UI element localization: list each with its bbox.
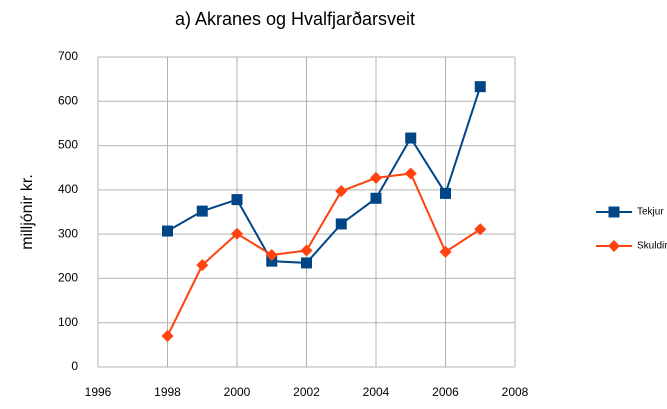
data-point [440, 187, 451, 199]
legend-marker [608, 206, 620, 218]
data-point [300, 244, 313, 257]
x-tick-label: 2008 [502, 385, 529, 399]
data-point [404, 167, 417, 180]
data-point [265, 248, 278, 261]
x-tick-label: 2006 [432, 385, 459, 399]
data-point [196, 205, 208, 217]
x-tick-label: 2004 [363, 385, 390, 399]
x-tick-label: 2000 [224, 385, 251, 399]
series-line [166, 172, 481, 337]
data-point [231, 227, 243, 240]
x-tick-label: 1998 [154, 385, 181, 399]
data-point [301, 257, 312, 269]
y-tick-label: 200 [58, 271, 78, 285]
y-tick-label: 300 [58, 226, 78, 240]
data-point [231, 194, 243, 206]
series-line [167, 86, 482, 264]
y-tick-label: 0 [71, 359, 78, 373]
x-tick-label: 2002 [293, 385, 320, 399]
chart-title: a) Akranes og Hvalfjarðarsveit [175, 9, 415, 29]
data-point [474, 223, 487, 236]
data-point [335, 185, 348, 198]
data-point [266, 255, 278, 267]
data-point [196, 259, 209, 272]
data-point [161, 330, 174, 342]
data-point [405, 132, 417, 144]
data-point [370, 192, 382, 204]
y-tick-label: 700 [58, 49, 78, 63]
y-tick-label: 500 [58, 138, 78, 152]
legend-label: Tekjur [637, 207, 664, 218]
data-point [474, 81, 486, 93]
y-tick-label: 100 [58, 315, 78, 329]
x-tick-label: 1996 [85, 385, 112, 399]
legend-label: Skuldir [637, 241, 667, 252]
y-axis-label: milljónir kr. [19, 174, 36, 250]
y-tick-label: 400 [58, 182, 78, 196]
y-tick-label: 600 [58, 93, 78, 107]
legend-marker [608, 240, 620, 252]
data-point [439, 245, 452, 258]
data-point [370, 171, 382, 184]
data-point [162, 225, 173, 237]
data-point [335, 218, 347, 230]
